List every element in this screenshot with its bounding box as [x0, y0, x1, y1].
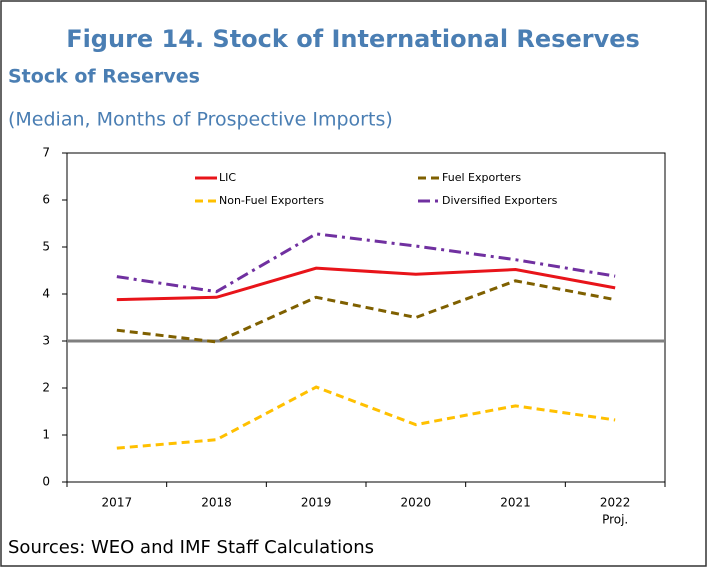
y-tick-label: 7 — [42, 146, 50, 160]
y-tick-label: 2 — [42, 381, 50, 395]
chart-subtitle: Stock of Reserves — [8, 66, 200, 88]
series-line — [116, 232, 616, 294]
y-tick-label: 3 — [42, 334, 50, 348]
projection-label: Proj. — [602, 513, 628, 527]
series-line — [116, 385, 616, 450]
y-tick-label: 1 — [42, 428, 50, 442]
plot-area — [66, 152, 666, 483]
legend-label: Non-Fuel Exporters — [219, 194, 324, 207]
y-axis-label: (Median, Months of Prospective Imports) — [8, 109, 393, 131]
series-line — [116, 266, 616, 302]
y-tick-label: 6 — [42, 193, 50, 207]
y-tick-label: 5 — [42, 240, 50, 254]
chart-title: Figure 14. Stock of International Reserv… — [66, 25, 640, 53]
legend-label: Diversified Exporters — [442, 194, 558, 207]
x-tick-label: 2019 — [301, 496, 332, 510]
x-tick-label: 2020 — [401, 496, 432, 510]
legend-label: Fuel Exporters — [442, 171, 521, 184]
legend-label: LIC — [219, 171, 236, 184]
y-tick-label: 4 — [42, 287, 50, 301]
y-tick-label: 0 — [42, 475, 50, 489]
x-tick-label: 2022 — [600, 496, 631, 510]
x-tick-label: 2021 — [500, 496, 531, 510]
x-tick-label: 2018 — [201, 496, 232, 510]
source-note: Sources: WEO and IMF Staff Calculations — [8, 537, 374, 558]
series-line — [116, 279, 616, 344]
x-tick-label: 2017 — [102, 496, 133, 510]
